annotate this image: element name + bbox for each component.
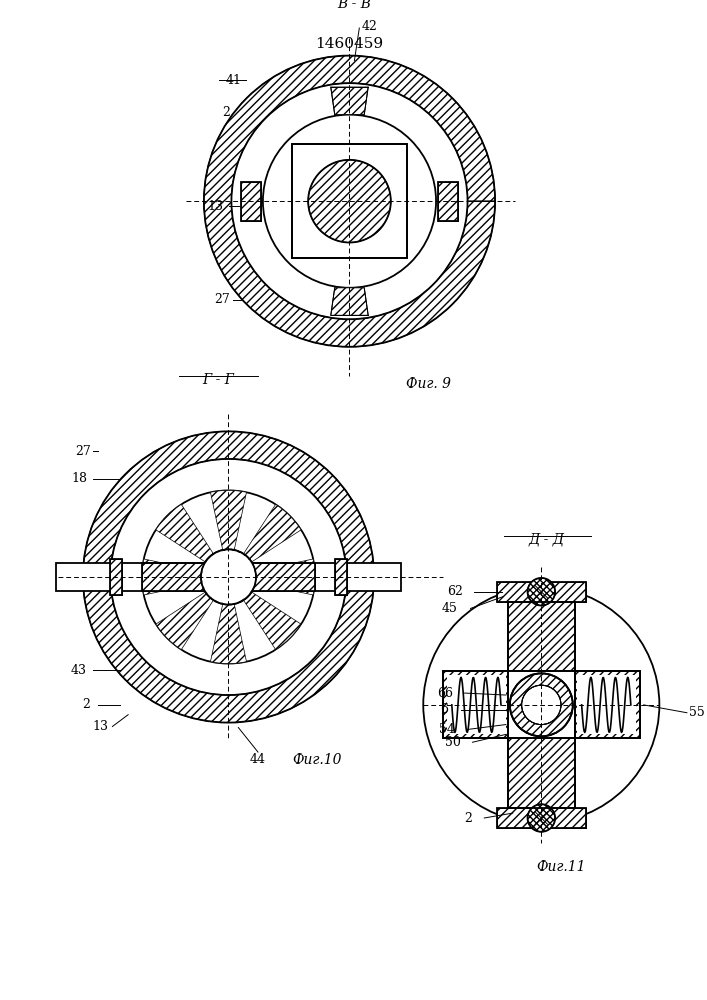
Bar <box>293 145 406 257</box>
Polygon shape <box>204 56 495 347</box>
Text: 45: 45 <box>442 602 457 615</box>
Text: 66: 66 <box>437 687 452 700</box>
Bar <box>497 808 585 828</box>
Circle shape <box>233 84 467 318</box>
Polygon shape <box>331 288 368 315</box>
Text: 50: 50 <box>445 736 461 749</box>
Text: 55: 55 <box>689 706 705 719</box>
Bar <box>509 672 574 737</box>
Bar <box>497 582 585 602</box>
Bar <box>293 144 407 258</box>
Polygon shape <box>243 504 301 562</box>
Text: 18: 18 <box>71 472 87 485</box>
Bar <box>443 671 640 738</box>
Text: 44: 44 <box>250 753 266 766</box>
Bar <box>508 602 575 808</box>
Polygon shape <box>156 504 214 562</box>
Circle shape <box>201 549 256 605</box>
Circle shape <box>112 460 346 694</box>
Polygon shape <box>255 559 315 595</box>
Text: 13: 13 <box>208 200 223 213</box>
Circle shape <box>308 160 391 243</box>
Text: 2: 2 <box>464 812 472 825</box>
Bar <box>334 559 346 595</box>
Bar <box>142 563 315 591</box>
Bar <box>241 182 261 221</box>
Bar <box>508 602 575 808</box>
Polygon shape <box>331 87 368 115</box>
Bar <box>438 182 457 221</box>
Polygon shape <box>142 559 201 595</box>
Bar <box>293 144 407 258</box>
Text: Фиг. 9: Фиг. 9 <box>406 377 450 391</box>
Bar <box>110 559 122 595</box>
Bar <box>508 602 575 808</box>
Text: Д - Д: Д - Д <box>528 533 564 547</box>
Bar <box>293 144 407 258</box>
Polygon shape <box>211 490 247 550</box>
Circle shape <box>202 550 255 604</box>
Circle shape <box>527 804 555 832</box>
Circle shape <box>201 549 256 605</box>
Polygon shape <box>211 604 247 664</box>
Circle shape <box>423 587 660 823</box>
Bar <box>443 671 640 738</box>
Polygon shape <box>156 592 214 650</box>
Circle shape <box>143 491 314 663</box>
Circle shape <box>263 115 436 288</box>
Text: 6: 6 <box>440 703 448 716</box>
Bar <box>334 559 346 595</box>
Bar <box>142 563 315 591</box>
Circle shape <box>527 578 555 606</box>
Text: 42: 42 <box>361 20 377 33</box>
Polygon shape <box>243 592 301 650</box>
Bar <box>438 182 457 221</box>
Bar <box>443 671 640 738</box>
Bar <box>293 144 407 258</box>
Bar <box>110 559 122 595</box>
Text: 43: 43 <box>71 664 87 677</box>
Text: B - B: B - B <box>337 0 371 11</box>
Text: 41: 41 <box>226 74 241 87</box>
Circle shape <box>522 685 561 725</box>
Text: 13: 13 <box>93 720 109 733</box>
Circle shape <box>264 116 435 287</box>
Text: Г - Г: Г - Г <box>203 373 235 387</box>
Text: 54: 54 <box>439 723 455 736</box>
Bar <box>447 675 506 734</box>
Bar <box>497 808 585 828</box>
Text: 62: 62 <box>447 585 462 598</box>
Text: Фиг.11: Фиг.11 <box>536 860 585 874</box>
Bar <box>241 182 261 221</box>
Bar <box>577 675 636 734</box>
Text: Фиг.10: Фиг.10 <box>292 753 341 767</box>
Polygon shape <box>83 431 374 723</box>
Text: 27: 27 <box>75 445 90 458</box>
Bar <box>497 582 585 602</box>
Text: 27: 27 <box>214 293 230 306</box>
Text: 2: 2 <box>82 698 90 711</box>
Circle shape <box>510 673 573 736</box>
Text: 2: 2 <box>223 106 230 119</box>
Bar <box>57 563 401 591</box>
Text: 1460459: 1460459 <box>315 37 383 51</box>
